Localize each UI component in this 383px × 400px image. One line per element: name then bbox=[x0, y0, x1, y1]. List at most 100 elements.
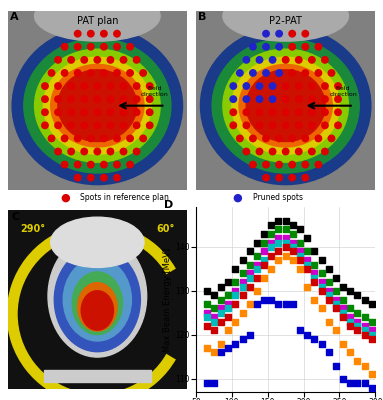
Circle shape bbox=[276, 174, 282, 181]
Point bbox=[204, 345, 210, 351]
Point bbox=[232, 279, 239, 285]
Point bbox=[268, 239, 274, 246]
Circle shape bbox=[296, 83, 302, 89]
Point bbox=[326, 349, 332, 356]
Point bbox=[283, 301, 289, 307]
Circle shape bbox=[315, 135, 322, 142]
Circle shape bbox=[107, 96, 114, 102]
Point bbox=[218, 340, 224, 347]
Circle shape bbox=[120, 96, 127, 102]
Circle shape bbox=[42, 122, 48, 128]
Circle shape bbox=[48, 135, 55, 142]
Circle shape bbox=[302, 161, 309, 168]
Point bbox=[333, 301, 339, 307]
Circle shape bbox=[101, 135, 107, 142]
Polygon shape bbox=[8, 11, 187, 190]
Ellipse shape bbox=[12, 27, 183, 185]
Point bbox=[304, 261, 310, 268]
Ellipse shape bbox=[212, 38, 359, 173]
Circle shape bbox=[114, 174, 120, 181]
Point bbox=[354, 310, 360, 316]
Circle shape bbox=[68, 83, 74, 89]
Circle shape bbox=[230, 83, 237, 89]
Point bbox=[275, 257, 282, 263]
Point bbox=[347, 305, 353, 312]
Circle shape bbox=[322, 122, 328, 128]
Circle shape bbox=[114, 135, 120, 142]
Text: 60°: 60° bbox=[156, 224, 175, 234]
Circle shape bbox=[48, 70, 55, 76]
Circle shape bbox=[296, 109, 302, 116]
Point bbox=[333, 296, 339, 303]
Circle shape bbox=[256, 96, 263, 102]
Point bbox=[340, 305, 346, 312]
Point bbox=[283, 217, 289, 224]
Point bbox=[354, 358, 360, 364]
Circle shape bbox=[133, 148, 140, 155]
Point bbox=[333, 305, 339, 312]
Point bbox=[340, 314, 346, 320]
Point bbox=[232, 301, 239, 307]
Point bbox=[369, 327, 375, 334]
Circle shape bbox=[263, 44, 269, 50]
Point bbox=[211, 318, 217, 325]
Circle shape bbox=[269, 122, 276, 128]
Circle shape bbox=[42, 96, 48, 102]
Point bbox=[340, 310, 346, 316]
Polygon shape bbox=[196, 11, 375, 190]
Point bbox=[239, 292, 246, 298]
Ellipse shape bbox=[200, 27, 371, 185]
Circle shape bbox=[315, 44, 322, 50]
Point bbox=[247, 301, 253, 307]
Circle shape bbox=[269, 96, 276, 102]
Circle shape bbox=[296, 148, 302, 155]
Point bbox=[290, 257, 296, 263]
Circle shape bbox=[120, 83, 127, 89]
Circle shape bbox=[133, 109, 140, 116]
Point bbox=[290, 222, 296, 228]
Circle shape bbox=[263, 161, 269, 168]
Point bbox=[304, 235, 310, 241]
Circle shape bbox=[322, 96, 328, 102]
Circle shape bbox=[256, 109, 263, 116]
Point bbox=[319, 340, 325, 347]
Point bbox=[247, 261, 253, 268]
Point bbox=[369, 332, 375, 338]
Point bbox=[204, 301, 210, 307]
Ellipse shape bbox=[51, 217, 144, 268]
Point bbox=[354, 292, 360, 298]
Point bbox=[290, 301, 296, 307]
Point bbox=[204, 288, 210, 294]
Point bbox=[254, 252, 260, 259]
Point bbox=[290, 244, 296, 250]
Circle shape bbox=[101, 174, 107, 181]
Polygon shape bbox=[8, 210, 187, 389]
Ellipse shape bbox=[78, 283, 117, 331]
Circle shape bbox=[133, 96, 140, 102]
Circle shape bbox=[302, 44, 309, 50]
Point bbox=[304, 257, 310, 263]
Circle shape bbox=[133, 122, 140, 128]
Circle shape bbox=[101, 44, 107, 50]
Point bbox=[354, 323, 360, 329]
Circle shape bbox=[68, 96, 74, 102]
Point bbox=[311, 274, 318, 281]
Text: B: B bbox=[198, 12, 206, 22]
Point bbox=[225, 314, 231, 320]
Point bbox=[362, 323, 368, 329]
Point bbox=[362, 296, 368, 303]
Point bbox=[218, 296, 224, 303]
Circle shape bbox=[282, 109, 289, 116]
Point bbox=[204, 310, 210, 316]
Point bbox=[297, 266, 303, 272]
Point bbox=[369, 336, 375, 342]
Point bbox=[239, 270, 246, 276]
Circle shape bbox=[146, 83, 153, 89]
Point bbox=[319, 279, 325, 285]
Point bbox=[261, 230, 267, 237]
Circle shape bbox=[94, 83, 101, 89]
Ellipse shape bbox=[51, 64, 144, 147]
Circle shape bbox=[114, 30, 120, 37]
Circle shape bbox=[256, 57, 263, 63]
Point bbox=[362, 362, 368, 369]
